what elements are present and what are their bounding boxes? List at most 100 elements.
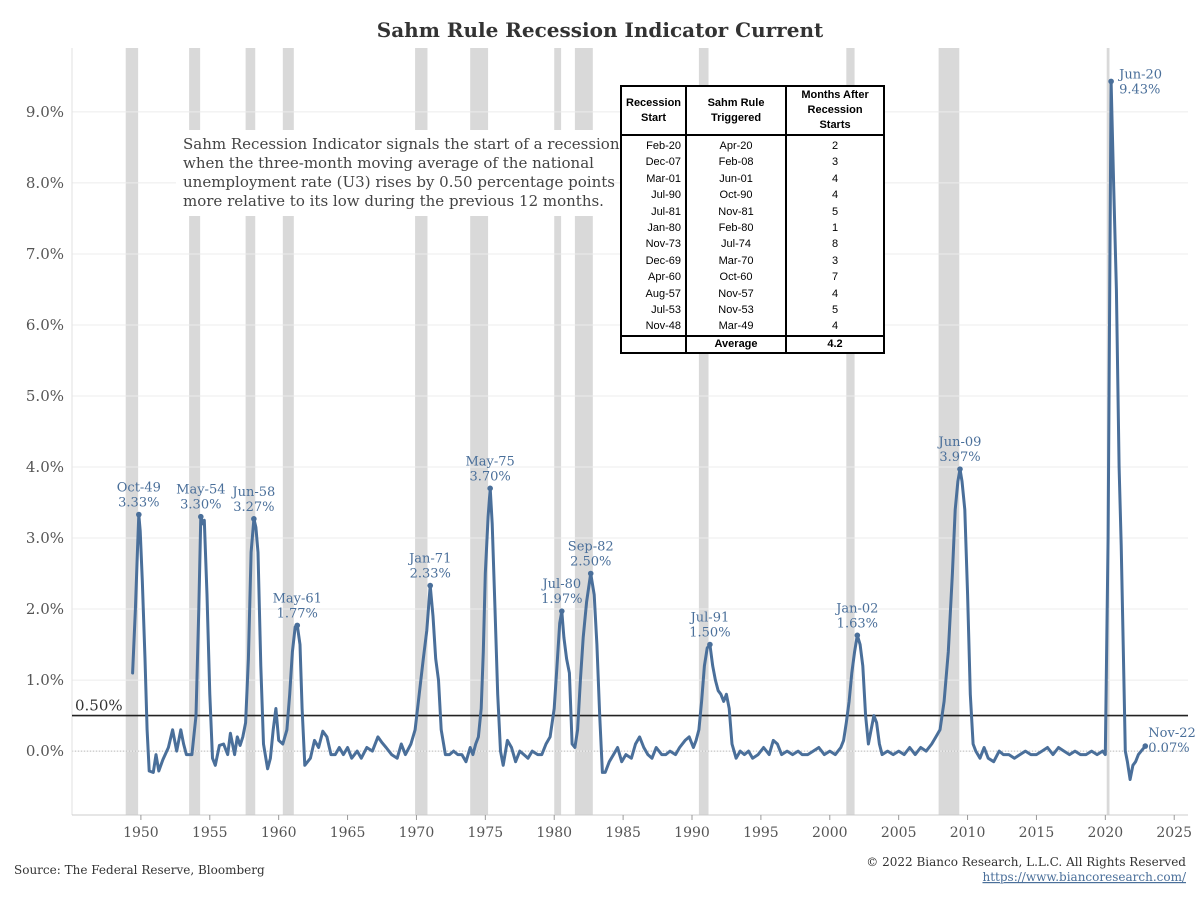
table-cell: Jul-74 bbox=[685, 236, 788, 253]
table-cell: 7 bbox=[785, 269, 886, 286]
peak-date-label: May-61 bbox=[273, 591, 322, 606]
x-tick-label: 1960 bbox=[261, 825, 297, 841]
peak-value-label: 2.50% bbox=[570, 555, 611, 570]
recession-band bbox=[554, 48, 562, 815]
x-tick-label: 2005 bbox=[881, 825, 917, 841]
table-cell: Nov-73 bbox=[619, 236, 688, 253]
x-tick-label: 2020 bbox=[1088, 825, 1124, 841]
y-tick-label: 1.0% bbox=[26, 671, 64, 689]
sahm-rule-annotation: Sahm Recession Indicator signals the sta… bbox=[183, 135, 637, 210]
x-tick-label: 1980 bbox=[536, 825, 572, 841]
x-tick-label: 2010 bbox=[950, 825, 986, 841]
peak-value-label: 9.43% bbox=[1119, 82, 1160, 97]
table-cell: 5 bbox=[785, 302, 886, 319]
table-body: Feb-20 Apr-20 2 Dec-07 Feb-08 3 Mar-01 Jun-01 4 J… bbox=[619, 135, 886, 336]
peak-date-label: Sep-82 bbox=[568, 540, 614, 555]
table-footer-cell: Average bbox=[685, 334, 788, 354]
y-tick-label: 5.0% bbox=[26, 387, 64, 405]
peak-labels: Oct-493.33%May-543.30%Jun-583.27%May-611… bbox=[117, 67, 1196, 756]
peak-value-label: 1.50% bbox=[689, 626, 730, 641]
x-axis-ticks: 1950 1955 1960 1965 1970 1975 1980 1985 1990 1995… bbox=[123, 815, 1192, 841]
peak-marker bbox=[294, 622, 301, 629]
peak-marker bbox=[198, 513, 204, 520]
table-header-cell: Recession Start bbox=[619, 85, 688, 136]
peak-value-label: 3.27% bbox=[233, 500, 274, 515]
website-link[interactable]: https://www.biancoresearch.com/ bbox=[982, 870, 1186, 884]
peak-marker bbox=[707, 641, 713, 648]
threshold-label: 0.50% bbox=[75, 697, 123, 715]
threshold-line: 0.50% bbox=[72, 697, 1188, 717]
y-tick-label: 0.0% bbox=[26, 742, 64, 760]
annotation-line: unemployment rate (U3) rises by 0.50 per… bbox=[183, 173, 637, 191]
table-cell: Feb-80 bbox=[685, 220, 788, 237]
peak-value-label: 3.70% bbox=[469, 469, 510, 484]
table-row: Jan-80 Feb-80 1 bbox=[619, 220, 886, 237]
table-cell: Nov-48 bbox=[619, 318, 688, 336]
table-cell: 4 bbox=[785, 170, 886, 188]
recession-band bbox=[938, 48, 960, 815]
y-tick-label: 7.0% bbox=[26, 245, 64, 263]
peak-date-label: Nov-22 bbox=[1148, 726, 1195, 741]
peak-value-label: 0.07% bbox=[1148, 741, 1189, 756]
recession-band bbox=[125, 48, 139, 815]
table-cell: 1 bbox=[785, 220, 886, 237]
y-tick-label: 6.0% bbox=[26, 316, 64, 334]
table-cell: Jun-01 bbox=[685, 170, 788, 188]
table-cell: Mar-70 bbox=[685, 252, 788, 270]
table-row: Feb-20 Apr-20 2 bbox=[619, 135, 886, 155]
chart-title: Sahm Rule Recession Indicator Current bbox=[377, 18, 824, 42]
table-cell: 5 bbox=[785, 203, 886, 221]
table-row: Jul-81 Nov-81 5 bbox=[619, 203, 886, 221]
x-tick-label: 1995 bbox=[743, 825, 779, 841]
peak-date-label: Oct-49 bbox=[117, 481, 161, 496]
table-cell: 3 bbox=[785, 154, 886, 171]
table-cell: Mar-01 bbox=[619, 170, 688, 188]
peak-date-label: Jun-58 bbox=[230, 485, 275, 500]
recession-band bbox=[415, 48, 428, 815]
x-tick-label: 1970 bbox=[399, 825, 435, 841]
table-cell: Jul-90 bbox=[619, 187, 688, 204]
recession-bands bbox=[125, 48, 1110, 815]
table-cell: Dec-07 bbox=[619, 154, 688, 171]
table-row: Jul-53 Nov-53 5 bbox=[619, 302, 886, 319]
x-tick-label: 2025 bbox=[1156, 825, 1192, 841]
table-cell: Aug-57 bbox=[619, 285, 688, 303]
table-header-cell: Sahm Rule Triggered bbox=[685, 85, 788, 136]
peak-date-label: Jan-02 bbox=[834, 601, 878, 616]
table-row: Apr-60 Oct-60 7 bbox=[619, 269, 886, 286]
table-cell: Mar-49 bbox=[685, 318, 788, 336]
peak-marker bbox=[854, 632, 861, 639]
y-tick-label: 9.0% bbox=[26, 103, 64, 121]
annotation-background bbox=[176, 130, 610, 216]
peak-marker bbox=[427, 582, 434, 589]
x-tick-label: 1950 bbox=[123, 825, 159, 841]
table-header-row: Recession Start Sahm Rule Triggered Months… bbox=[619, 85, 886, 136]
table-header-cell: Months After Recession Starts bbox=[785, 85, 886, 136]
table-row: Mar-01 Jun-01 4 bbox=[619, 170, 886, 188]
peak-marker bbox=[1108, 78, 1114, 85]
recession-band bbox=[846, 48, 855, 815]
table-row: Aug-57 Nov-57 4 bbox=[619, 285, 886, 303]
table-cell: Jul-81 bbox=[619, 203, 688, 221]
table-cell: Dec-69 bbox=[619, 252, 688, 270]
peak-date-label: May-54 bbox=[176, 483, 225, 498]
recession-band bbox=[698, 48, 709, 815]
table-row: Nov-48 Mar-49 4 bbox=[619, 318, 886, 336]
peak-value-label: 1.63% bbox=[837, 616, 878, 631]
table-cell: Feb-08 bbox=[685, 154, 788, 171]
source-note: Source: The Federal Reserve, Bloomberg bbox=[14, 863, 265, 877]
recession-band bbox=[245, 48, 256, 815]
peak-value-label: 3.33% bbox=[118, 496, 159, 511]
sahm-series-line bbox=[131, 79, 1147, 781]
peak-value-label: 3.30% bbox=[180, 498, 221, 513]
y-tick-label: 8.0% bbox=[26, 174, 64, 192]
y-tick-label: 4.0% bbox=[26, 458, 64, 476]
table-row: Dec-69 Mar-70 3 bbox=[619, 252, 886, 270]
copyright-note: © 2022 Bianco Research, L.L.C. All Right… bbox=[866, 855, 1186, 869]
peak-value-label: 1.77% bbox=[277, 606, 318, 621]
recession-band bbox=[282, 48, 294, 815]
table-cell: 4 bbox=[785, 187, 886, 204]
x-tick-label: 1990 bbox=[674, 825, 710, 841]
table-footer-cell bbox=[619, 334, 688, 354]
